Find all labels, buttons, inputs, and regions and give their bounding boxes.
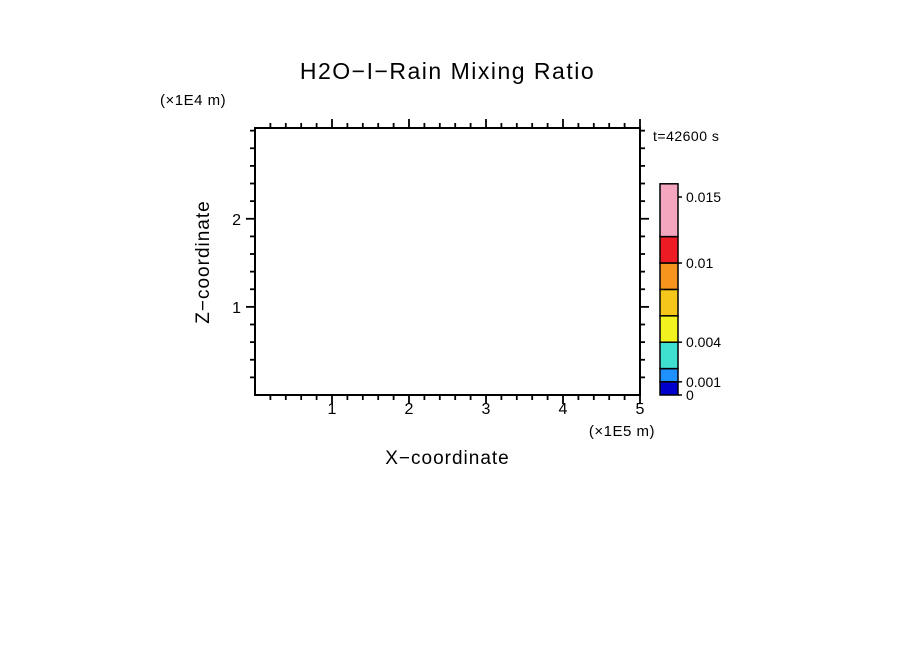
x-axis-units: (×1E5 m) — [588, 423, 655, 440]
y-tick-label: 1 — [232, 300, 241, 317]
plot-box — [254, 127, 641, 396]
colorbar-segment — [659, 341, 679, 370]
colorbar-label: 0.004 — [686, 334, 721, 350]
x-tick-label: 4 — [559, 401, 568, 418]
x-tick-label: 2 — [405, 401, 414, 418]
colorbar-segment — [659, 367, 679, 383]
colorbar-segment — [659, 183, 679, 238]
x-tick-label: 5 — [636, 401, 645, 418]
y-tick-labels: 12 — [232, 212, 241, 317]
colorbar-segment — [659, 235, 679, 264]
x-tick-labels: 1 2 3 4 5 — [328, 401, 645, 418]
x-axis-ticks — [269, 119, 641, 404]
y-tick-label: 2 — [232, 212, 241, 229]
y-axis-label: Z−coordinate — [193, 200, 214, 324]
plot-title: H2O−I−Rain Mixing Ratio — [299, 58, 596, 84]
time-label: t=42600 s — [653, 128, 720, 144]
colorbar — [659, 183, 679, 396]
colorbar-label: 0.015 — [686, 189, 721, 205]
colorbar-label: 0 — [686, 387, 694, 403]
y-axis-units: (×1E4 m) — [160, 92, 227, 109]
y-axis-ticks — [246, 129, 649, 379]
colorbar-segment — [659, 262, 679, 291]
colorbar-segment — [659, 381, 679, 396]
x-tick-label: 3 — [482, 401, 491, 418]
colorbar-label: 0.001 — [686, 374, 721, 390]
x-axis-label: X−coordinate — [385, 448, 510, 469]
colorbar-segment — [659, 315, 679, 343]
colorbar-label: 0.01 — [686, 255, 713, 271]
colorbar-segment — [659, 288, 679, 317]
x-tick-label: 1 — [328, 401, 337, 418]
